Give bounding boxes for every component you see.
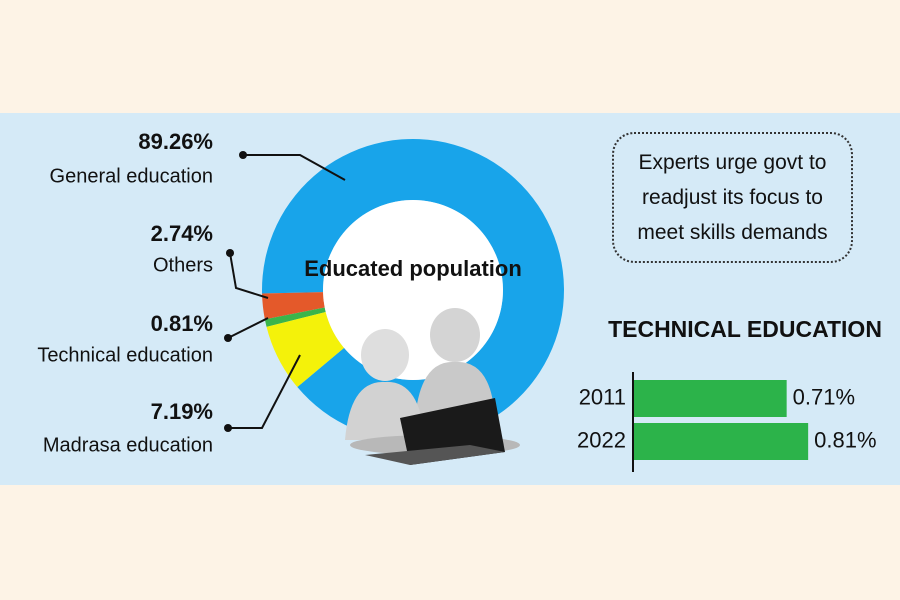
leader-dot (224, 334, 232, 342)
value-label: 7.19% (151, 399, 213, 424)
leader-dot (224, 424, 232, 432)
category-label: General education (50, 165, 213, 187)
donut-slice (262, 139, 564, 441)
callout: Experts urge govt to readjust its focus … (612, 132, 853, 263)
leader-dot (239, 151, 247, 159)
donut-chart: 89.26% General education 2.74% Others 0.81% T… (37, 129, 564, 456)
value-label: 2.74% (151, 221, 213, 246)
donut-slice (266, 311, 345, 388)
bar-chart-title: TECHNICAL EDUCATION (608, 316, 882, 342)
value-label: 0.71% (793, 384, 855, 409)
donut-center-label: Educated population (304, 256, 522, 281)
category-label: Technical education (37, 344, 213, 366)
bar (634, 380, 787, 417)
bar (634, 423, 809, 460)
leader-line (243, 154, 346, 181)
category-label: 2022 (577, 427, 626, 452)
category-label: Others (153, 254, 213, 276)
category-label: 2011 (579, 384, 626, 409)
value-label: 0.81% (151, 311, 213, 336)
leader-dot (226, 249, 234, 257)
leader-line (229, 252, 269, 299)
category-label: Madrasa education (43, 434, 213, 456)
donut-hole (323, 200, 503, 380)
value-label: 0.81% (814, 427, 876, 452)
value-label: 89.26% (138, 129, 213, 154)
bar-chart: TECHNICAL EDUCATION 2011 0.71% 2022 0.81% (577, 316, 882, 472)
leader-line (228, 354, 301, 429)
leader-line (227, 317, 269, 339)
donut-slice (264, 307, 326, 327)
illustration (345, 308, 520, 465)
donut-slice (262, 292, 325, 320)
